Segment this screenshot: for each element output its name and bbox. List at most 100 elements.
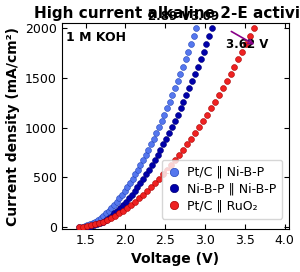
Pt/C ‖ Ni-B-P: [170, 93, 175, 97]
Pt/C ‖ RuO₂: [141, 193, 146, 197]
Pt/C ‖ RuO₂: [168, 163, 173, 167]
Ni-B-P ‖ Ni-B-P: [109, 214, 114, 218]
Ni-B-P ‖ Ni-B-P: [181, 100, 186, 104]
Pt/C ‖ Ni-B-P: [96, 218, 100, 222]
Pt/C ‖ RuO₂: [97, 221, 102, 225]
Ni-B-P ‖ Ni-B-P: [98, 221, 103, 225]
Pt/C ‖ Ni-B-P: [141, 158, 146, 162]
Pt/C ‖ RuO₂: [252, 26, 257, 30]
Ni-B-P ‖ Ni-B-P: [144, 172, 148, 177]
Pt/C ‖ Ni-B-P: [80, 225, 84, 229]
Pt/C ‖ Ni-B-P: [172, 86, 177, 91]
Pt/C ‖ RuO₂: [216, 93, 221, 97]
Pt/C ‖ RuO₂: [224, 79, 229, 84]
Pt/C ‖ RuO₂: [192, 131, 197, 135]
Ni-B-P ‖ Ni-B-P: [178, 106, 183, 111]
Ni-B-P ‖ Ni-B-P: [147, 168, 152, 172]
Pt/C ‖ Ni-B-P: [88, 222, 92, 227]
Pt/C ‖ Ni-B-P: [109, 206, 114, 210]
Pt/C ‖ RuO₂: [148, 185, 153, 189]
Pt/C ‖ RuO₂: [109, 216, 114, 220]
Pt/C ‖ Ni-B-P: [191, 34, 196, 38]
Pt/C ‖ RuO₂: [125, 206, 130, 210]
Pt/C ‖ RuO₂: [81, 225, 86, 229]
Pt/C ‖ Ni-B-P: [183, 57, 188, 62]
Pt/C ‖ RuO₂: [136, 196, 141, 200]
Pt/C ‖ Ni-B-P: [128, 181, 132, 185]
Pt/C ‖ Ni-B-P: [157, 125, 161, 129]
Pt/C ‖ RuO₂: [244, 42, 249, 46]
Pt/C ‖ Ni-B-P: [154, 131, 159, 135]
Ni-B-P ‖ Ni-B-P: [112, 211, 117, 215]
Pt/C ‖ RuO₂: [101, 219, 106, 224]
Pt/C ‖ RuO₂: [204, 113, 209, 117]
Ni-B-P ‖ Ni-B-P: [149, 163, 154, 167]
Pt/C ‖ RuO₂: [236, 57, 241, 62]
Pt/C ‖ Ni-B-P: [90, 221, 95, 225]
Pt/C ‖ Ni-B-P: [181, 65, 185, 69]
Pt/C ‖ Ni-B-P: [175, 79, 180, 84]
Legend: Pt/C ‖ Ni-B-P, Ni-B-P ‖ Ni-B-P, Pt/C ‖ RuO₂: Pt/C ‖ Ni-B-P, Ni-B-P ‖ Ni-B-P, Pt/C ‖ R…: [162, 160, 282, 219]
Ni-B-P ‖ Ni-B-P: [167, 131, 172, 135]
Ni-B-P ‖ Ni-B-P: [155, 153, 160, 157]
Ni-B-P ‖ Ni-B-P: [132, 189, 137, 193]
Pt/C ‖ RuO₂: [188, 137, 193, 141]
Ni-B-P ‖ Ni-B-P: [207, 34, 212, 38]
Ni-B-P ‖ Ni-B-P: [95, 222, 100, 227]
Pt/C ‖ RuO₂: [184, 142, 189, 147]
Pt/C ‖ RuO₂: [240, 50, 245, 54]
Pt/C ‖ Ni-B-P: [146, 148, 151, 152]
Ni-B-P ‖ Ni-B-P: [187, 86, 192, 91]
Ni-B-P ‖ Ni-B-P: [135, 185, 140, 189]
Pt/C ‖ RuO₂: [220, 86, 225, 91]
Pt/C ‖ Ni-B-P: [135, 168, 140, 172]
Pt/C ‖ Ni-B-P: [152, 137, 156, 141]
Pt/C ‖ Ni-B-P: [194, 26, 199, 30]
Pt/C ‖ Ni-B-P: [165, 106, 170, 111]
Pt/C ‖ RuO₂: [232, 65, 237, 69]
Ni-B-P ‖ Ni-B-P: [89, 224, 94, 228]
Ni-B-P ‖ Ni-B-P: [118, 206, 123, 210]
Pt/C ‖ RuO₂: [172, 158, 177, 162]
Pt/C ‖ Ni-B-P: [149, 142, 154, 147]
Ni-B-P ‖ Ni-B-P: [124, 200, 128, 204]
Pt/C ‖ Ni-B-P: [133, 172, 138, 177]
Pt/C ‖ RuO₂: [113, 214, 118, 218]
Ni-B-P ‖ Ni-B-P: [198, 57, 203, 62]
Ni-B-P ‖ Ni-B-P: [103, 218, 108, 222]
Pt/C ‖ RuO₂: [129, 203, 134, 207]
Pt/C ‖ Ni-B-P: [186, 50, 191, 54]
Pt/C ‖ RuO₂: [180, 148, 185, 152]
Pt/C ‖ Ni-B-P: [117, 196, 122, 200]
Pt/C ‖ RuO₂: [89, 223, 94, 228]
Ni-B-P ‖ Ni-B-P: [184, 93, 189, 97]
Pt/C ‖ Ni-B-P: [93, 219, 98, 224]
Ni-B-P ‖ Ni-B-P: [204, 42, 209, 46]
Ni-B-P ‖ Ni-B-P: [115, 208, 120, 213]
Pt/C ‖ Ni-B-P: [82, 224, 87, 228]
Pt/C ‖ Ni-B-P: [101, 214, 106, 218]
Pt/C ‖ RuO₂: [105, 218, 110, 222]
Pt/C ‖ RuO₂: [176, 153, 181, 157]
Pt/C ‖ Ni-B-P: [106, 208, 111, 213]
Ni-B-P ‖ Ni-B-P: [164, 137, 169, 141]
Ni-B-P ‖ Ni-B-P: [106, 216, 111, 220]
Ni-B-P ‖ Ni-B-P: [158, 148, 163, 152]
Text: 3.09: 3.09: [190, 10, 220, 23]
Pt/C ‖ Ni-B-P: [119, 193, 124, 197]
Pt/C ‖ Ni-B-P: [122, 189, 127, 193]
Pt/C ‖ Ni-B-P: [114, 200, 119, 204]
Pt/C ‖ RuO₂: [212, 100, 217, 104]
Ni-B-P ‖ Ni-B-P: [100, 219, 105, 224]
Pt/C ‖ Ni-B-P: [130, 177, 135, 181]
Ni-B-P ‖ Ni-B-P: [92, 223, 97, 228]
Pt/C ‖ Ni-B-P: [125, 185, 130, 189]
Pt/C ‖ RuO₂: [145, 189, 149, 193]
Pt/C ‖ RuO₂: [121, 208, 125, 213]
X-axis label: Voltage (V): Voltage (V): [131, 252, 219, 267]
Ni-B-P ‖ Ni-B-P: [210, 26, 214, 30]
Pt/C ‖ RuO₂: [85, 224, 90, 228]
Ni-B-P ‖ Ni-B-P: [172, 119, 177, 123]
Ni-B-P ‖ Ni-B-P: [83, 225, 88, 229]
Pt/C ‖ Ni-B-P: [112, 203, 116, 207]
